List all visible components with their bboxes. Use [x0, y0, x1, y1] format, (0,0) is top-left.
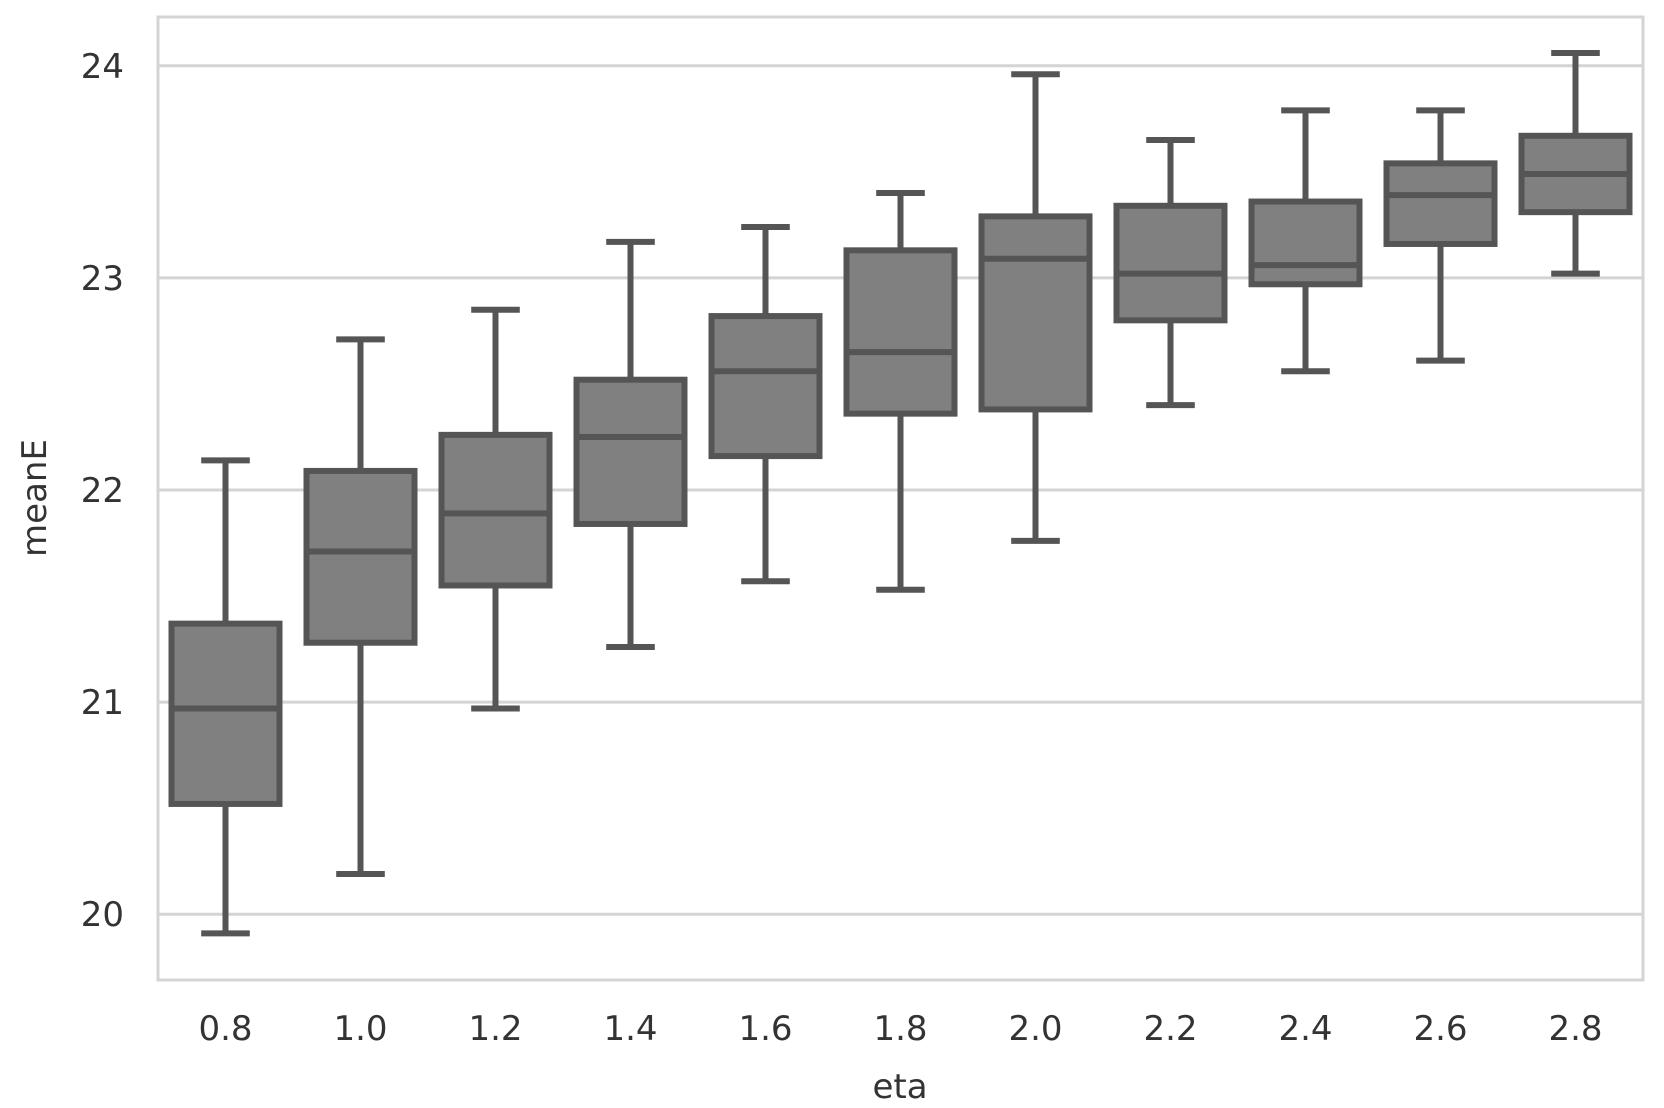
- iqr-box: [1113, 202, 1228, 324]
- box-plot-item: [303, 336, 418, 877]
- y-tick-label: 20: [81, 895, 124, 935]
- box-plot-item: [708, 223, 823, 585]
- box-plot-item: [1518, 50, 1633, 277]
- iqr-box: [1248, 198, 1363, 288]
- x-tick-label: 2.4: [1278, 1009, 1332, 1049]
- box-plot-item: [978, 71, 1093, 544]
- y-tick-label: 24: [81, 47, 124, 87]
- iqr-box: [843, 247, 958, 417]
- y-axis-label: meanE: [15, 439, 55, 557]
- x-axis-label: eta: [872, 1067, 927, 1107]
- iqr-box: [573, 376, 688, 527]
- box-plot-item: [438, 306, 553, 712]
- boxes-group: [168, 50, 1633, 937]
- x-tick-label: 2.8: [1548, 1009, 1602, 1049]
- x-tick-label: 1.4: [603, 1009, 657, 1049]
- iqr-box: [978, 213, 1093, 413]
- box-plot-item: [1113, 137, 1228, 409]
- y-tick-label: 23: [81, 259, 124, 299]
- box-plot-item: [1383, 107, 1498, 364]
- x-tick-label: 2.6: [1413, 1009, 1467, 1049]
- box-plot-item: [843, 190, 958, 593]
- x-tick-label: 1.8: [873, 1009, 927, 1049]
- x-tick-labels: 0.8 1.0 1.2 1.4 1.6 1.8 2.0 2.2 2.4 2.6 2.8: [198, 1009, 1602, 1049]
- iqr-box: [1383, 160, 1498, 247]
- box-plot-item: [573, 238, 688, 650]
- iqr-box: [303, 467, 418, 646]
- box-plot-item: [1248, 107, 1363, 375]
- iqr-box: [438, 431, 553, 589]
- box-plot-item: [168, 457, 283, 937]
- x-tick-label: 0.8: [198, 1009, 252, 1049]
- x-tick-label: 1.2: [468, 1009, 522, 1049]
- iqr-box: [168, 620, 283, 807]
- x-tick-label: 2.2: [1143, 1009, 1197, 1049]
- y-tick-label: 22: [81, 471, 124, 511]
- x-tick-label: 1.6: [738, 1009, 792, 1049]
- x-tick-label: 1.0: [333, 1009, 387, 1049]
- x-tick-label: 2.0: [1008, 1009, 1062, 1049]
- plot-frame: [156, 15, 1645, 982]
- y-tick-label: 21: [81, 683, 124, 723]
- y-tick-labels: 20 21 22 23 24: [81, 47, 124, 935]
- iqr-box: [708, 313, 823, 460]
